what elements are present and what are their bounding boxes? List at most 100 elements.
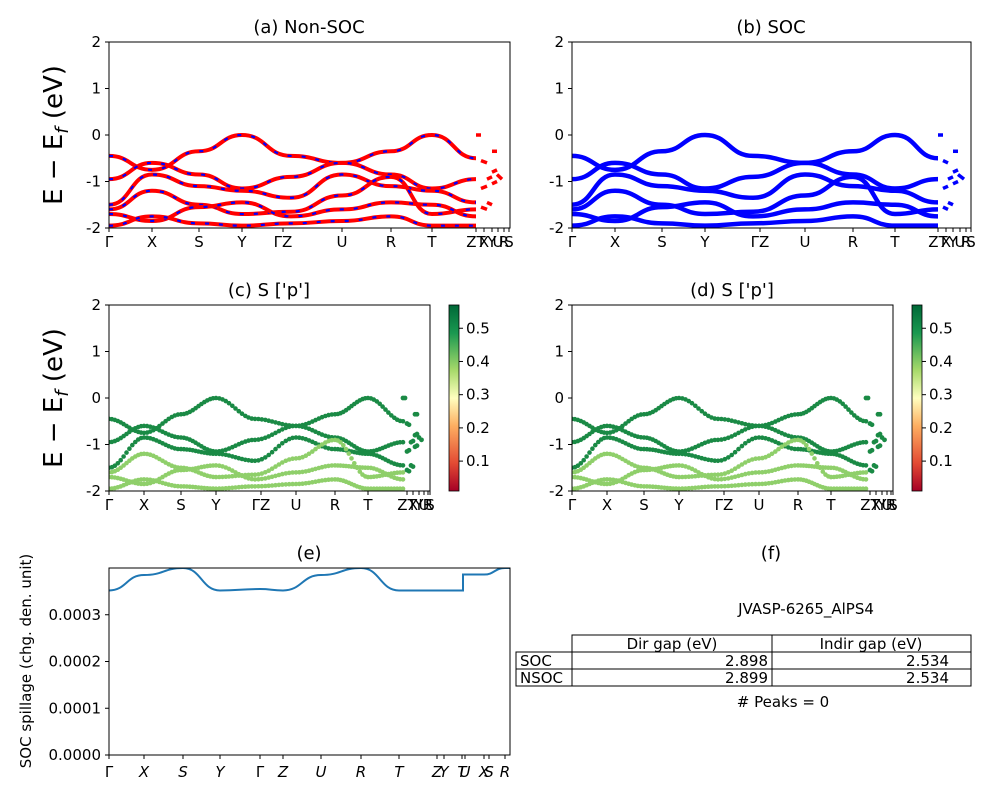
band-point <box>220 474 225 480</box>
band-point <box>863 470 869 475</box>
band-point <box>877 411 883 417</box>
x-tick-label: R <box>423 496 433 514</box>
band-point <box>269 449 275 455</box>
plot-frame <box>571 304 894 492</box>
band-point <box>263 483 268 489</box>
band-point <box>873 464 879 469</box>
y-tick-label: 0.0003 <box>49 606 102 624</box>
band-point <box>316 444 322 450</box>
x-tick-label: X <box>871 496 881 514</box>
band-point <box>792 477 798 482</box>
band-point <box>400 463 406 468</box>
x-tick-label: ZT <box>466 233 486 251</box>
x-tick-label: T <box>426 233 437 251</box>
x-tick-label: U <box>800 233 811 251</box>
band-point <box>276 428 282 434</box>
band-point <box>736 464 741 469</box>
x-tick-label: U <box>316 763 327 781</box>
y-tick-label: -1 <box>86 173 101 191</box>
colorbar-tick-label: 0.1 <box>929 452 953 470</box>
panel-d-title: (d) S ['p'] <box>690 280 774 301</box>
panel-f-title: (f) <box>761 543 781 564</box>
band-point <box>283 482 289 487</box>
x-tick-label: Y <box>210 496 221 514</box>
x-tick-label: X <box>408 496 418 514</box>
band-point <box>715 458 721 464</box>
band-point <box>239 411 245 417</box>
band-point <box>290 423 295 429</box>
band-point <box>266 434 272 439</box>
x-tick-label: S <box>425 496 435 514</box>
band-segment <box>480 184 488 191</box>
soc-band-2 <box>572 160 939 191</box>
nonsoc-band-dash-3 <box>109 173 477 206</box>
x-tick-label: T <box>362 496 373 514</box>
band-point <box>269 432 275 438</box>
band-point <box>623 421 628 426</box>
band-ylabel-top: E − Ef (eV) <box>39 65 73 205</box>
band-point <box>127 446 132 452</box>
band-point <box>249 484 255 489</box>
band-segment <box>486 200 493 207</box>
band-point <box>310 449 315 454</box>
band-point <box>739 482 745 488</box>
band-point <box>702 484 708 490</box>
band-point <box>746 482 752 487</box>
band-point <box>157 423 162 429</box>
band-point <box>280 441 285 446</box>
x-tick-label: Y <box>673 496 684 514</box>
band-point <box>726 455 731 460</box>
band-point <box>329 446 335 452</box>
band-point <box>877 431 883 437</box>
band-point <box>715 437 721 443</box>
band-point <box>843 404 848 409</box>
band-point <box>383 407 388 412</box>
band-point <box>269 466 275 472</box>
x-tick-label: S <box>176 496 186 514</box>
x-tick-label: T <box>889 233 900 251</box>
band-point <box>743 482 748 487</box>
band-point <box>753 470 758 475</box>
colorbar-tick-label: 0.5 <box>466 319 490 337</box>
band-point <box>236 408 242 414</box>
band-point <box>280 427 285 432</box>
band-point <box>419 437 424 443</box>
band-point <box>306 451 312 457</box>
band-point <box>812 456 817 461</box>
band-point <box>756 423 762 429</box>
x-tick-label: S <box>484 763 494 781</box>
band-point <box>252 477 258 482</box>
band-point <box>676 486 682 491</box>
band-point <box>130 442 135 448</box>
band-point <box>280 471 285 477</box>
x-tick-label: U <box>493 233 504 251</box>
band-point <box>722 471 728 476</box>
band-point <box>266 452 272 458</box>
band-point <box>849 410 854 415</box>
x-tick-label: R <box>356 763 366 781</box>
band-point <box>696 485 701 490</box>
band-point <box>406 447 412 453</box>
band-point <box>680 474 685 480</box>
band-segment <box>486 175 493 181</box>
band-point <box>743 427 748 432</box>
x-tick-label: Γ <box>105 496 114 514</box>
x-tick-label: U <box>337 233 348 251</box>
plot-frame <box>108 41 511 229</box>
band-point <box>683 474 688 480</box>
band-point <box>581 457 586 463</box>
band-point <box>293 423 299 429</box>
x-tick-label: Γ <box>568 233 577 251</box>
band-point <box>293 470 299 475</box>
band-point <box>217 474 222 480</box>
band-point <box>357 469 363 474</box>
band-point <box>410 438 416 444</box>
band-point <box>736 446 741 452</box>
band-point <box>230 403 235 409</box>
band-point <box>712 437 718 443</box>
band-point <box>736 430 741 436</box>
band-point <box>729 468 734 474</box>
